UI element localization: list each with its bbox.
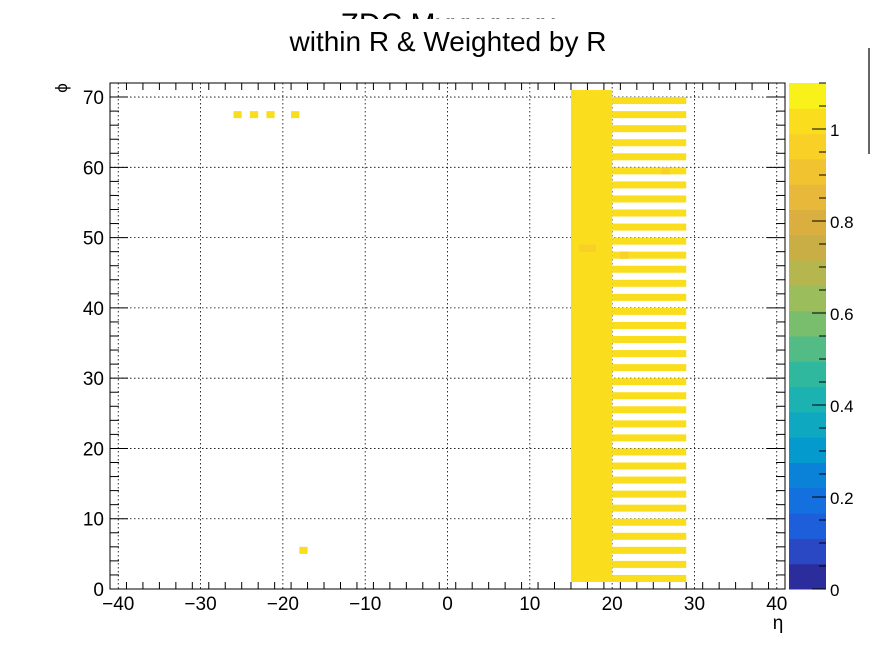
y-tick-label: 40: [83, 299, 104, 320]
colorbar-tick-label: 0: [830, 581, 839, 600]
colorbar-band: [789, 83, 826, 109]
y-tick-label: 0: [93, 580, 104, 601]
heatmap-cell: [249, 111, 259, 119]
colorbar-band: [789, 108, 826, 135]
heatmap-cell: [612, 209, 687, 217]
heatmap-cell: [612, 237, 687, 245]
heatmap-cell: [612, 336, 687, 344]
x-tick-label: 10: [519, 594, 540, 615]
heatmap-cell: [612, 420, 687, 428]
colorbar-band: [789, 260, 826, 286]
colorbar-band: [789, 487, 826, 514]
heatmap-cell: [266, 111, 275, 119]
heatmap-cell: [612, 378, 687, 386]
heatmap-cell: [579, 244, 596, 252]
colorbar-band: [789, 411, 826, 438]
heatmap-cell: [612, 139, 687, 147]
x-tick-label: 30: [684, 594, 705, 615]
colorbar-tick-label: 1: [830, 121, 839, 140]
x-tick-label: −30: [184, 594, 216, 615]
chart-title: within R & Weighted by R: [289, 26, 607, 57]
heatmap-cell: [612, 504, 687, 512]
colorbar-band: [789, 361, 826, 388]
colorbar-band: [789, 310, 826, 337]
colorbar-band: [789, 234, 826, 261]
colorbar-band: [789, 513, 826, 539]
y-tick-label: 50: [83, 229, 104, 250]
heatmap-cell: [612, 251, 687, 259]
heatmap-cell: [612, 321, 687, 329]
y-tick-labels: 0 10 20 30 40 50 60 70: [83, 88, 104, 601]
colorbar-band: [789, 184, 826, 210]
colorbar-tick-label: 0.2: [830, 489, 854, 508]
colorbar-band: [789, 437, 826, 463]
colorbar-band: [789, 158, 826, 185]
heatmap-cell: [612, 462, 687, 470]
colorbar-band: [789, 133, 826, 160]
heatmap-cell: [612, 223, 687, 231]
y-tick-label: 10: [83, 510, 104, 531]
heatmap-cell: [612, 279, 687, 287]
heatmap-cell: [612, 518, 687, 526]
heatmap-cell: [612, 476, 687, 484]
x-tick-label: −20: [267, 594, 299, 615]
heatmap-cells: [233, 90, 687, 582]
x-tick-label: 0: [442, 594, 453, 615]
colorbar-tick-label: 0.8: [830, 213, 854, 232]
heatmap-cell: [612, 195, 687, 203]
heatmap-cell: [612, 293, 687, 301]
y-axis-label: ϕ: [52, 83, 71, 93]
heatmap-cell: [612, 167, 687, 175]
heatmap-cell: [233, 111, 242, 119]
colorbar-tick-labels: 0 0.2 0.4 0.6 0.8 1: [830, 121, 854, 600]
heatmap-cell: [612, 392, 687, 400]
colorbar-band: [789, 336, 826, 362]
heatmap-cell: [620, 251, 629, 259]
x-tick-label: −10: [349, 594, 381, 615]
heatmap-cell: [612, 181, 687, 189]
y-tick-label: 70: [83, 88, 104, 109]
x-tick-label: −40: [102, 594, 134, 615]
heatmap-cell: [612, 560, 687, 568]
colorbar-band: [789, 462, 826, 489]
heatmap-cell: [612, 546, 687, 554]
heatmap-cell: [612, 125, 687, 133]
x-tick-labels: −40 −30 −20 −10 0 10 20 30 40: [102, 594, 787, 615]
axis-ticks: [109, 82, 786, 590]
y-tick-label: 30: [83, 369, 104, 390]
heatmap-cell: [612, 350, 687, 358]
heatmap-cell: [612, 434, 687, 442]
colorbar-band: [789, 209, 826, 236]
heatmap-cell: [612, 490, 687, 498]
heatmap-cell: [570, 90, 613, 582]
heatmap-cell: [299, 546, 308, 554]
x-tick-label: 40: [766, 594, 787, 615]
colorbar: [789, 82, 826, 590]
y-tick-label: 60: [83, 158, 104, 179]
heatmap-cell: [612, 574, 687, 582]
heatmap-cell: [612, 153, 687, 161]
heatmap-cell: [291, 111, 300, 119]
colorbar-band: [789, 285, 826, 312]
heatmap-cell: [612, 265, 687, 273]
heatmap-cell: [612, 97, 687, 105]
colorbar-tick-label: 0.6: [830, 305, 854, 324]
x-tick-label: 20: [602, 594, 623, 615]
heatmap-cell: [612, 406, 687, 414]
heatmap-cell: [612, 532, 687, 540]
x-axis-label: η: [773, 613, 784, 634]
heatmap-cell: [612, 307, 687, 315]
heatmap-cell: [612, 111, 687, 119]
colorbar-band: [789, 386, 826, 413]
colorbar-tick-label: 0.4: [830, 397, 854, 416]
chart-title-partial: ZDC Mxxxxxxxx: [341, 8, 556, 41]
heatmap-cell: [612, 364, 687, 372]
colorbar-band: [789, 538, 826, 565]
y-tick-label: 20: [83, 439, 104, 460]
heatmap-cell: [612, 448, 687, 456]
colorbar-band: [789, 563, 826, 590]
heatmap-cell: [661, 167, 670, 175]
